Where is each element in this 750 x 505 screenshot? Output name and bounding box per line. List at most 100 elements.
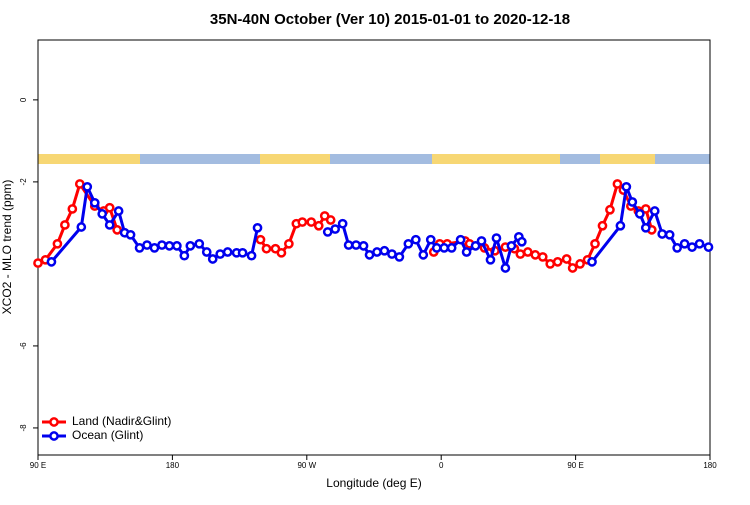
data-point [506, 241, 517, 251]
data-point [530, 250, 541, 260]
data-point [545, 259, 556, 269]
data-point [649, 206, 660, 216]
data-point [394, 252, 405, 262]
data-point [387, 249, 397, 259]
data-point [60, 220, 70, 230]
data-point [179, 250, 190, 261]
chart-title: 35N-40N October (Ver 10) 2015-01-01 to 2… [210, 11, 570, 28]
legend-marker [49, 417, 59, 427]
data-point [125, 229, 136, 240]
data-point [439, 243, 450, 253]
data-point [113, 206, 124, 216]
data-point [470, 241, 481, 251]
data-point [325, 215, 336, 225]
x-axis-label: Longitude (deg E) [326, 476, 421, 490]
data-point [679, 238, 690, 249]
data-point [515, 249, 526, 259]
data-point [640, 222, 651, 233]
x-tick-label: 90 E [30, 461, 46, 470]
data-point [343, 240, 354, 250]
data-point [297, 217, 308, 227]
data-point [597, 220, 608, 231]
data-point [403, 238, 414, 249]
data-point [418, 250, 429, 260]
data-point [207, 254, 218, 264]
y-axis-label: XCO2 - MLO trend (ppm) [0, 180, 14, 315]
data-point [358, 241, 369, 251]
data-point [164, 241, 175, 251]
data-point [552, 257, 563, 267]
data-point [74, 179, 85, 189]
data-point [446, 243, 457, 253]
data-point [215, 249, 226, 259]
x-tick-label: 180 [703, 461, 717, 470]
x-tick-label: 180 [166, 461, 180, 470]
data-point [476, 236, 487, 246]
data-point [364, 250, 375, 260]
data-point [615, 220, 626, 231]
data-point [134, 243, 145, 253]
data-point [640, 204, 651, 214]
y-tick-label: -6 [19, 342, 28, 350]
x-tick-label: 90 W [297, 461, 316, 470]
data-point [500, 263, 511, 273]
data-point [491, 233, 502, 243]
data-point [252, 222, 263, 233]
data-point [455, 234, 466, 245]
data-point [590, 238, 600, 249]
data-point [337, 218, 348, 229]
data-point [306, 217, 317, 227]
legend-label: Ocean (Glint) [72, 428, 143, 442]
data-point [261, 243, 272, 254]
data-point [410, 234, 421, 245]
data-point [330, 224, 341, 234]
data-point [46, 257, 57, 267]
data-point [687, 242, 697, 252]
y-tick-label: -2 [19, 178, 28, 186]
data-point [567, 263, 578, 273]
data-point [313, 220, 324, 231]
data-point [672, 243, 682, 253]
data-point [657, 229, 668, 239]
data-point [372, 247, 382, 257]
data-point [461, 247, 472, 257]
data-point [351, 240, 361, 250]
data-point [237, 247, 248, 258]
y-tick-label: -8 [19, 424, 28, 432]
data-point [612, 179, 623, 189]
data-point [255, 234, 266, 245]
data-point [537, 252, 548, 262]
data-point [67, 204, 78, 214]
data-point [157, 240, 167, 250]
data-point [76, 222, 87, 232]
legend-label: Land (Nadir&Glint) [72, 414, 171, 428]
data-point [185, 241, 196, 251]
x-tick-label: 0 [439, 461, 444, 470]
data-point [587, 257, 597, 267]
data-point [575, 259, 585, 269]
data-point [194, 238, 205, 249]
data-point [561, 254, 572, 264]
data-point [621, 181, 632, 192]
data-point [431, 243, 442, 253]
data-point [634, 209, 645, 219]
data-point [222, 247, 233, 257]
data-point [425, 234, 436, 245]
data-point [379, 245, 390, 256]
data-point [82, 181, 93, 192]
data-point [516, 236, 527, 247]
data-point [172, 241, 182, 251]
y-tick-label: 0 [19, 97, 28, 102]
data-point [246, 250, 257, 261]
data-point [142, 240, 152, 250]
data-point [276, 247, 287, 258]
data-point [104, 202, 115, 213]
data-point [201, 247, 212, 257]
data-point [703, 242, 714, 252]
map-strip [38, 154, 710, 164]
data-point [694, 238, 705, 249]
data-point [284, 238, 294, 249]
data-point [485, 254, 496, 265]
data-point [112, 225, 122, 235]
